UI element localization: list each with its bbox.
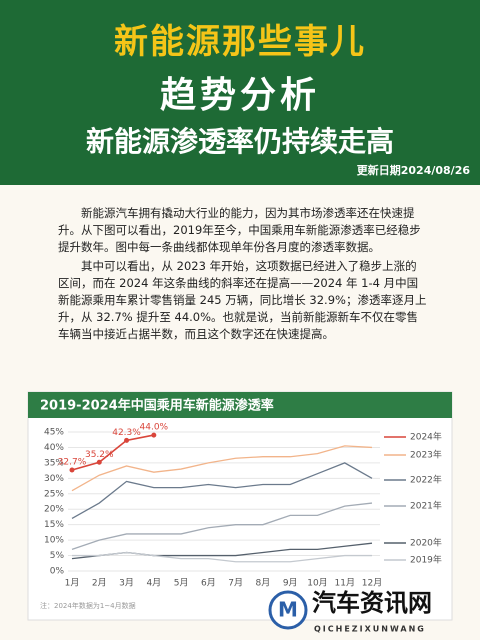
series-line xyxy=(71,462,373,520)
header: 新能源那些事儿 趋势分析 新能源渗透率仍持续走高 更新日期2024/08/26 xyxy=(0,0,480,185)
title: 趋势分析 xyxy=(159,75,320,116)
legend-label: 2024年 xyxy=(410,431,442,443)
date: 更新日期2024/08/26 xyxy=(356,164,470,177)
chart-frame xyxy=(27,391,453,621)
x-tick-label: 4月 xyxy=(146,578,161,589)
x-tick-label: 6月 xyxy=(201,578,216,589)
brand: 新能源那些事儿 xyxy=(114,22,366,62)
body-text: 新能源汽车拥有撬动大行业的能力，因为其市场渗透率还在快速提升。从下图可以看出，2… xyxy=(58,205,428,345)
series-line xyxy=(71,502,373,550)
y-tick-label: 10% xyxy=(44,536,64,546)
series-line xyxy=(71,445,373,492)
data-point xyxy=(151,432,157,438)
x-tick-label: 5月 xyxy=(174,578,189,589)
y-tick-label: 20% xyxy=(44,505,64,515)
logo xyxy=(268,590,308,630)
data-label: 35.2% xyxy=(85,450,114,460)
y-tick-label: 40% xyxy=(44,443,64,453)
data-point xyxy=(96,459,102,465)
legend-label: 2019年 xyxy=(410,554,442,566)
data-label: 42.3% xyxy=(112,428,141,438)
x-tick-label: 10月 xyxy=(307,578,327,589)
y-tick-label: 35% xyxy=(44,458,64,468)
subtitle: 新能源渗透率仍持续走高 xyxy=(85,125,394,158)
legend-label: 2020年 xyxy=(410,537,442,549)
chart-title-bar xyxy=(28,392,452,418)
legend-label: 2021年 xyxy=(410,500,442,512)
paragraph: 其中可以看出，从 2023 年开始，这项数据已经进入了稳步上涨的区间，而在 20… xyxy=(58,259,427,341)
x-tick-label: 7月 xyxy=(228,578,243,589)
y-tick-label: 0% xyxy=(50,567,65,577)
x-tick-label: 12月 xyxy=(362,578,382,589)
y-tick-label: 15% xyxy=(44,520,64,530)
data-point xyxy=(69,467,75,473)
y-tick-label: 25% xyxy=(44,489,64,499)
data-label: 44.0% xyxy=(140,423,169,433)
x-tick-label: 1月 xyxy=(65,578,80,589)
legend-label: 2023年 xyxy=(410,449,442,461)
series-line xyxy=(71,434,154,471)
series-line xyxy=(72,551,372,563)
data-label: 32.7% xyxy=(58,457,87,467)
x-tick-label: 11月 xyxy=(335,578,355,589)
watermark-name: 汽车资讯网 xyxy=(312,589,432,617)
x-tick-label: 9月 xyxy=(283,578,298,589)
logo-mark: M xyxy=(278,598,298,622)
chart-title: 2019-2024年中国乘用车新能源渗透率 xyxy=(40,398,274,414)
y-tick-label: 45% xyxy=(44,428,64,438)
data-point xyxy=(124,437,130,443)
legend-label: 2022年 xyxy=(410,474,442,486)
x-tick-label: 2月 xyxy=(92,578,107,589)
x-tick-label: 3月 xyxy=(119,578,134,589)
y-tick-label: 5% xyxy=(50,551,65,561)
y-tick-label: 30% xyxy=(44,474,64,484)
paragraph: 新能源汽车拥有撬动大行业的能力，因为其市场渗透率还在快速提升。从下图可以看出，2… xyxy=(58,206,421,254)
watermark-pinyin: QICHEZIXUNWANG xyxy=(314,625,426,634)
x-tick-label: 8月 xyxy=(256,578,271,589)
chart-note: 注：2024年数据为1~4月数据 xyxy=(40,601,136,610)
